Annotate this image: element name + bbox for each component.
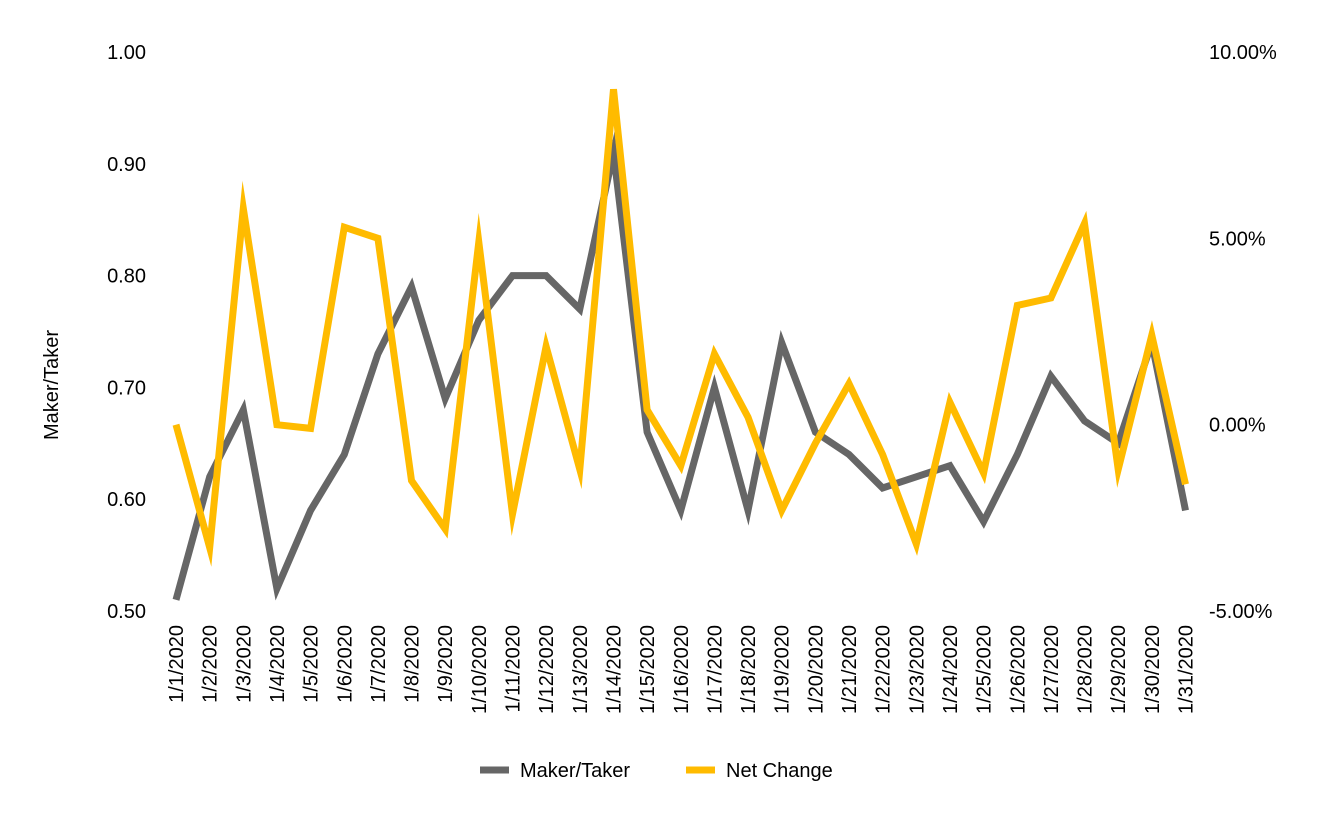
x-tick-label: 1/7/2020 xyxy=(368,625,390,703)
x-tick-label: 1/16/2020 xyxy=(671,625,693,714)
x-tick-label: 1/11/2020 xyxy=(503,625,525,713)
series-line-maker-taker xyxy=(172,131,1189,601)
series-lines xyxy=(172,88,1189,601)
x-tick-label: 1/27/2020 xyxy=(1041,625,1063,714)
x-tick-label: 1/6/2020 xyxy=(334,625,356,703)
x-axis-ticks: 1/1/2020 1/2/2020 1/3/2020 1/4/2020 1/5/2020… xyxy=(166,625,1198,714)
x-tick-label: 1/19/2020 xyxy=(772,625,794,714)
left-axis-ticks: 0.50 0.60 0.70 0.80 0.90 1.00 xyxy=(107,42,146,623)
x-tick-label: 1/26/2020 xyxy=(1007,625,1029,714)
x-tick-label: 1/23/2020 xyxy=(906,625,928,714)
legend-label: Maker/Taker xyxy=(520,760,630,782)
x-tick-label: 1/8/2020 xyxy=(402,625,424,703)
right-tick-label: 0.00% xyxy=(1209,415,1266,437)
x-tick-label: 1/30/2020 xyxy=(1142,625,1164,714)
x-tick-label: 1/24/2020 xyxy=(940,625,962,714)
x-tick-label: 1/15/2020 xyxy=(637,625,659,714)
x-tick-label: 1/4/2020 xyxy=(267,625,289,703)
x-tick-label: 1/28/2020 xyxy=(1075,625,1097,714)
x-tick-label: 1/1/2020 xyxy=(166,625,188,703)
x-tick-label: 1/29/2020 xyxy=(1108,625,1130,714)
series-line-net-change xyxy=(172,88,1189,567)
x-tick-label: 1/3/2020 xyxy=(233,625,255,703)
x-tick-label: 1/25/2020 xyxy=(974,625,996,714)
x-tick-label: 1/5/2020 xyxy=(301,625,323,703)
right-tick-label: 10.00% xyxy=(1209,42,1277,64)
legend-label: Net Change xyxy=(726,760,833,782)
legend: Maker/Taker Net Change xyxy=(480,760,833,782)
right-tick-label: -5.00% xyxy=(1209,601,1273,623)
x-tick-label: 1/20/2020 xyxy=(805,625,827,714)
right-axis-ticks: -5.00% 0.00% 5.00% 10.00% xyxy=(1209,42,1277,623)
left-tick-label: 0.90 xyxy=(107,154,146,176)
x-tick-label: 1/18/2020 xyxy=(738,625,760,714)
x-tick-label: 1/12/2020 xyxy=(536,625,558,714)
left-tick-label: 0.80 xyxy=(107,266,146,288)
left-tick-label: 0.70 xyxy=(107,377,146,399)
left-tick-label: 0.60 xyxy=(107,489,146,511)
y-axis-title: Maker/Taker xyxy=(41,330,63,440)
x-tick-label: 1/31/2020 xyxy=(1176,625,1198,714)
x-tick-label: 1/22/2020 xyxy=(873,625,895,714)
x-tick-label: 1/14/2020 xyxy=(603,625,625,714)
x-tick-label: 1/13/2020 xyxy=(570,625,592,714)
x-tick-label: 1/17/2020 xyxy=(704,625,726,714)
left-tick-label: 1.00 xyxy=(107,42,146,64)
left-tick-label: 0.50 xyxy=(107,601,146,623)
right-tick-label: 5.00% xyxy=(1209,228,1266,250)
x-tick-label: 1/2/2020 xyxy=(200,625,222,703)
x-tick-label: 1/21/2020 xyxy=(839,625,861,714)
x-tick-label: 1/10/2020 xyxy=(469,625,491,714)
x-tick-label: 1/9/2020 xyxy=(435,625,457,703)
